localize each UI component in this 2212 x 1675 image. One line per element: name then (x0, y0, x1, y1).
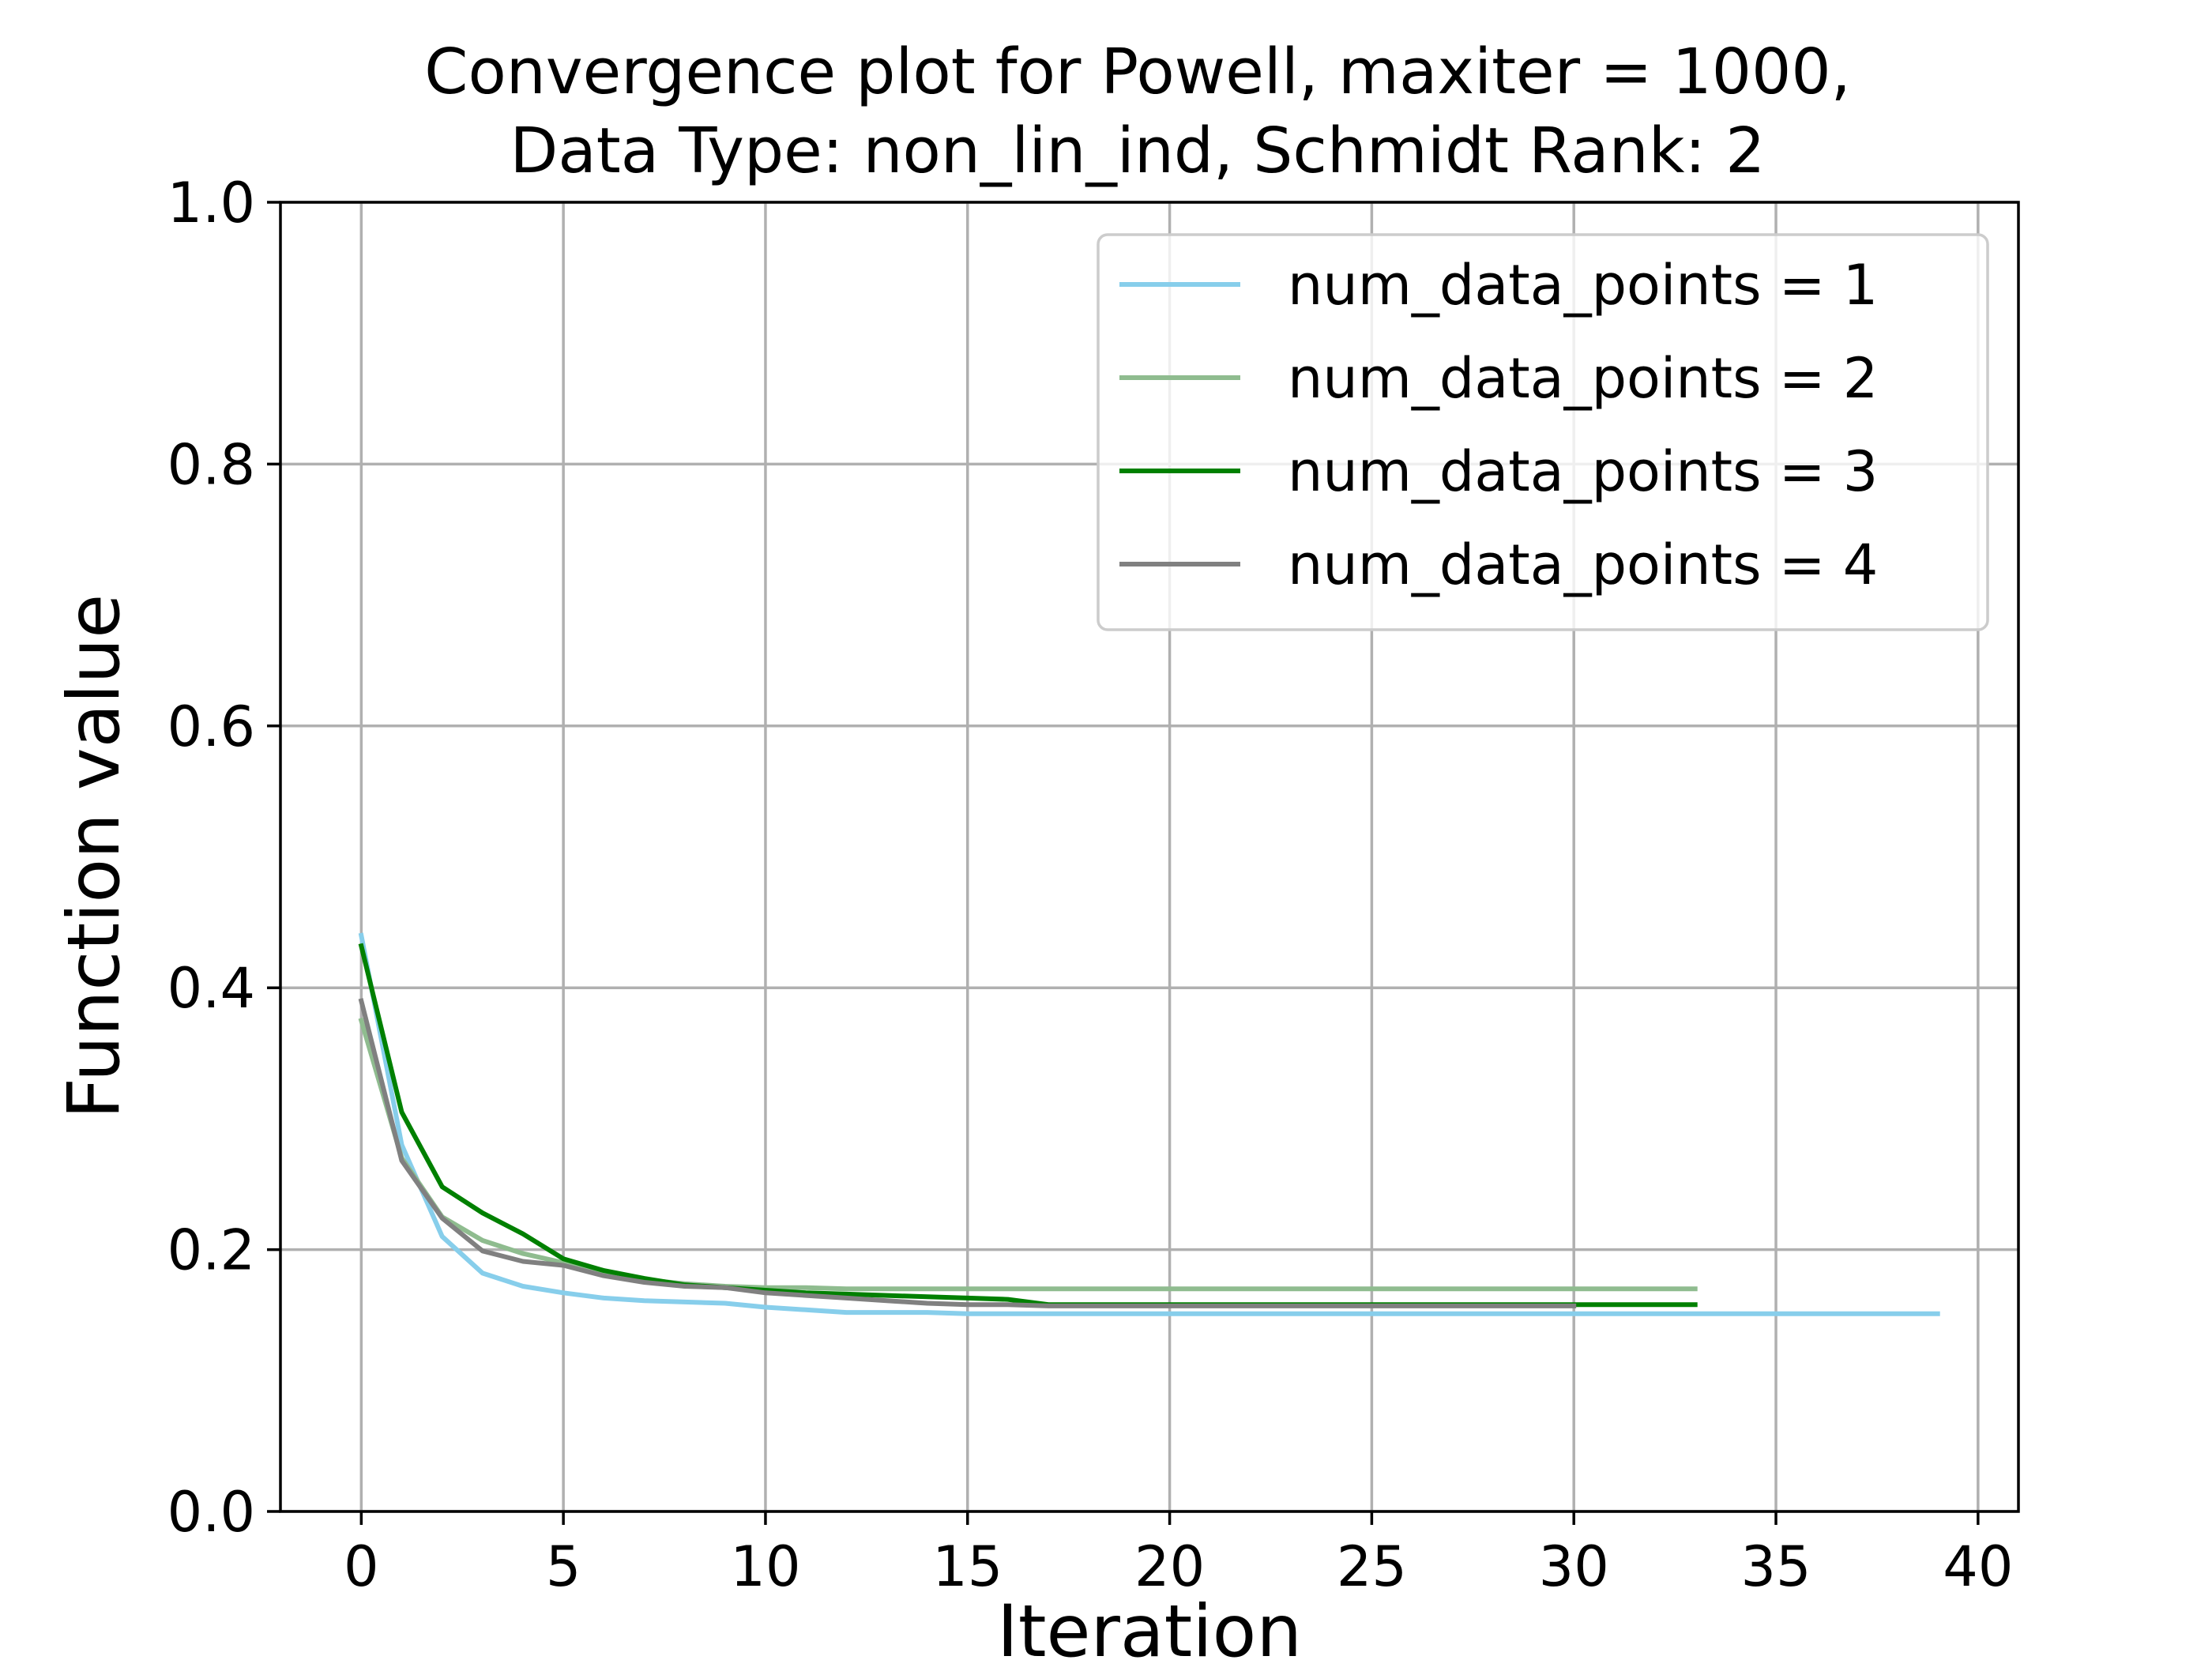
series-line-2 (358, 1017, 1698, 1292)
x-tick-label: 0 (344, 1534, 379, 1599)
x-tick-label: 10 (730, 1534, 800, 1599)
y-axis-label: Function value (53, 594, 136, 1120)
y-axis-ticks: 0.0 0.2 0.4 0.6 0.8 1.0 (167, 171, 280, 1545)
y-tick-label: 0.6 (167, 694, 255, 759)
x-tick-label: 30 (1539, 1534, 1609, 1599)
legend-label-3: num_data_points = 3 (1288, 439, 1878, 504)
plot-frame (279, 201, 2020, 1513)
y-tick-label: 0.8 (167, 432, 255, 497)
x-axis-ticks: 0 5 10 15 20 25 30 35 40 (344, 1511, 2013, 1599)
x-tick-label: 15 (932, 1534, 1003, 1599)
legend: num_data_points = 1 num_data_points = 2 nu… (1097, 233, 1989, 631)
x-axis-label: Iteration (997, 1590, 1302, 1673)
y-tick-label: 0.4 (167, 956, 255, 1021)
x-tick-label: 40 (1943, 1534, 2013, 1599)
x-tick-label: 35 (1740, 1534, 1811, 1599)
legend-label-1: num_data_points = 1 (1288, 253, 1878, 318)
x-tick-label: 20 (1134, 1534, 1205, 1599)
y-tick-label: 0.0 (167, 1480, 255, 1545)
x-tick-label: 25 (1337, 1534, 1407, 1599)
y-tick-label: 0.2 (167, 1218, 255, 1283)
series-line-4 (358, 998, 1577, 1308)
legend-box (1097, 233, 1989, 631)
chart-title-line-2: Data Type: non_lin_ind, Schmidt Rank: 2 (510, 115, 1766, 187)
series-layer (358, 932, 1940, 1316)
series-line-1 (358, 932, 1940, 1316)
legend-label-2: num_data_points = 2 (1288, 346, 1878, 411)
x-tick-label: 5 (546, 1534, 581, 1599)
y-tick-label: 1.0 (167, 171, 255, 235)
legend-label-4: num_data_points = 4 (1288, 533, 1878, 597)
legend-entries: num_data_points = 1 num_data_points = 2 nu… (1119, 253, 1878, 597)
chart-title-line-1: Convergence plot for Powell, maxiter = 1… (424, 36, 1850, 108)
